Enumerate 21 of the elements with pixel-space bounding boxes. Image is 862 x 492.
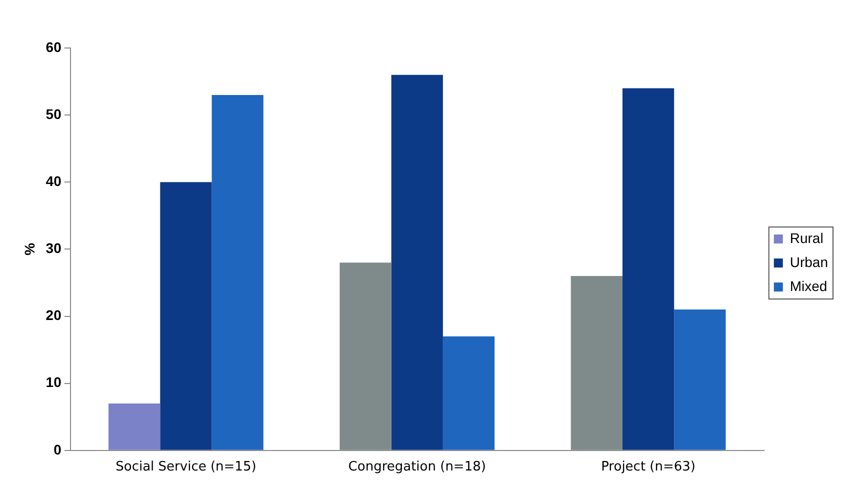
y-tick-label: 0 [54,441,62,458]
bar [160,182,212,450]
y-tick-label: 60 [46,38,62,55]
legend-label: Rural [790,230,824,246]
y-axis-title: % [21,242,38,256]
bar [674,310,726,450]
y-tick-label: 10 [46,374,62,390]
y-tick-label: 30 [46,240,62,256]
y-tick-label: 40 [46,172,62,189]
bar [212,94,264,450]
bar [391,74,443,450]
x-tick-label: Project (n=63) [601,460,696,475]
y-tick-label: 20 [46,307,62,324]
x-tick-label: Social Service (n=15) [116,460,256,475]
bar [108,403,160,450]
legend-label: Mixed [790,278,828,294]
x-tick-label: Congregation (n=18) [348,460,486,475]
legend-label: Urban [790,254,828,270]
bar [622,88,674,450]
y-tick-label: 50 [46,106,62,122]
bar [442,336,495,450]
